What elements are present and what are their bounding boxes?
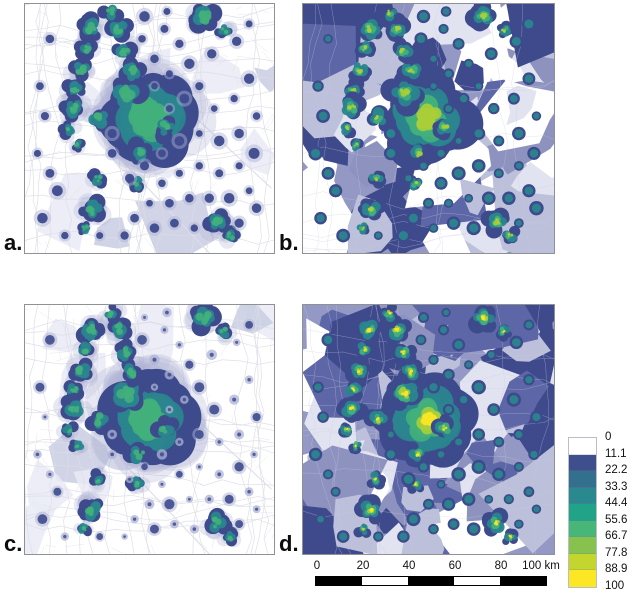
density-map-choropleth-b	[303, 4, 554, 253]
legend-value-label: 88.9	[605, 563, 628, 576]
legend-ramp	[568, 437, 597, 588]
legend-color-box	[569, 537, 596, 554]
scale-bar-labels: 0 20 40 60 80 100 km	[313, 560, 560, 574]
legend-value-label: 11.1	[605, 447, 627, 460]
legend-value-label: 0	[605, 431, 612, 443]
panel-label-b: b.	[279, 230, 299, 255]
map-panel-d	[302, 304, 555, 555]
legend-value-label: 77.8	[605, 546, 628, 559]
legend-value-label: 44.4	[605, 497, 628, 510]
legend-color-box	[569, 520, 596, 538]
legend: 0 11.1 22.2 33.3 44.4 55.6 66.7 77.8 88.9 100	[568, 431, 627, 592]
scale-bar-segment	[362, 577, 408, 585]
panel-label-a: a.	[4, 230, 23, 255]
scale-bar-tick-label: 40	[402, 560, 416, 572]
scale-bar-end-label: 100 km	[522, 560, 560, 572]
legend-color-box	[569, 454, 596, 472]
scale-bar-segment	[500, 577, 546, 585]
density-map-roads-c	[25, 305, 274, 554]
scale-bar-tick-label: 60	[448, 560, 462, 572]
scale-bar: 0 20 40 60 80 100 km	[313, 560, 560, 586]
legend-value-label: 100	[605, 579, 625, 592]
map-panel-a	[24, 3, 275, 254]
legend-value-labels: 0 11.1 22.2 33.3 44.4 55.6 66.7 77.8 88.9 100	[605, 431, 634, 592]
density-map-choropleth-d	[303, 305, 554, 554]
legend-color-box	[569, 471, 596, 488]
scale-bar-segment	[316, 577, 362, 585]
density-map-roads-a	[25, 4, 274, 253]
legend-value-label: 33.3	[605, 480, 628, 493]
scale-bar-segment	[408, 577, 454, 585]
legend-color-box	[569, 438, 596, 455]
legend-value-label: 55.6	[605, 513, 628, 526]
legend-color-box	[569, 487, 596, 505]
map-panel-c	[24, 304, 275, 555]
legend-color-box	[569, 553, 596, 571]
panel-label-d: d.	[279, 531, 299, 556]
legend-color-box	[569, 570, 596, 587]
legend-value-label: 22.2	[605, 464, 628, 477]
legend-color-box	[569, 504, 596, 521]
scale-bar-segments	[315, 576, 547, 586]
legend-value-label: 66.7	[605, 530, 628, 543]
scale-bar-tick-label: 80	[494, 560, 508, 572]
panel-label-c: c.	[4, 531, 23, 556]
scale-bar-segment	[454, 577, 500, 585]
scale-bar-tick-label: 20	[356, 560, 370, 572]
scale-bar-tick-label: 0	[313, 560, 321, 572]
map-panel-b	[302, 3, 555, 254]
